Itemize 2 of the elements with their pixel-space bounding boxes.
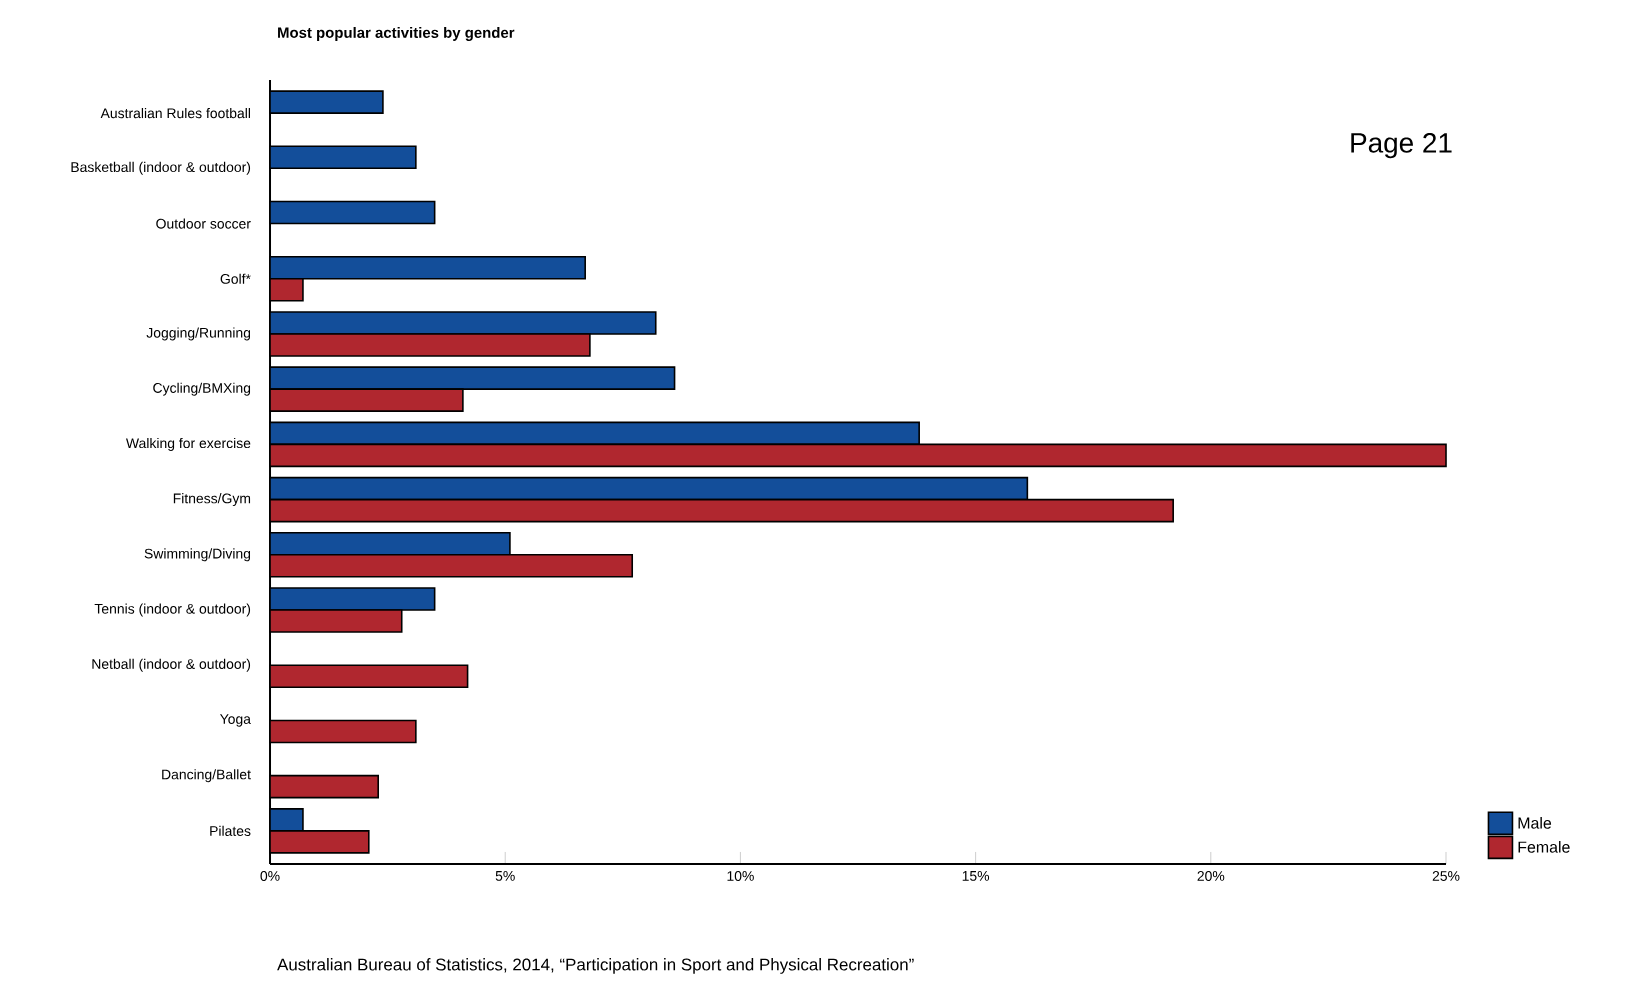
- annotation: Page 21: [1351, 132, 1452, 159]
- text: Australian Bureau of Statistics, 2014, “Participation in Sport and Physical Recreation”: [277, 958, 914, 974]
